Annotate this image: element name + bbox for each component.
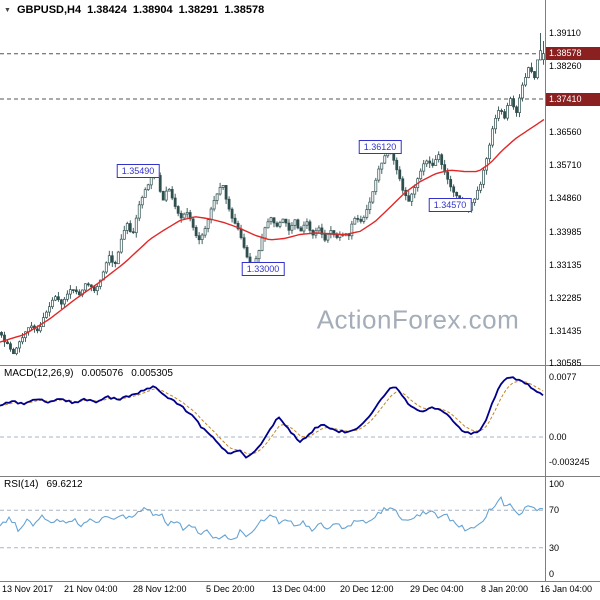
price-annotation[interactable]: 1.35490 bbox=[116, 163, 160, 178]
low-value: 1.38291 bbox=[178, 4, 219, 16]
rsi-value: 69.6212 bbox=[46, 479, 83, 490]
open-value: 1.38424 bbox=[87, 4, 127, 16]
macd-lines bbox=[0, 376, 544, 459]
price-level-lines bbox=[0, 53, 545, 100]
price-annotation[interactable]: 1.34570 bbox=[428, 198, 472, 212]
price-annotation[interactable]: 1.33000 bbox=[241, 262, 285, 277]
close-value: 1.38578 bbox=[224, 4, 265, 16]
price-annotation[interactable]: 1.36120 bbox=[358, 140, 402, 155]
indicator-gridlines bbox=[0, 436, 545, 549]
rsi-title: RSI(14) bbox=[4, 479, 39, 490]
symbol-timeframe-label: GBPUSD,H4 bbox=[16, 4, 82, 16]
symbol-header: ▼ GBPUSD,H4 1.38424 1.38904 1.38291 1.38… bbox=[4, 4, 264, 16]
macd-value-signal: 0.005305 bbox=[131, 368, 173, 379]
rsi-panel-label: RSI(14) 69.6212 bbox=[4, 479, 83, 490]
high-value: 1.38904 bbox=[132, 4, 173, 16]
macd-title: MACD(12,26,9) bbox=[4, 368, 74, 379]
rsi-line bbox=[0, 495, 544, 541]
panel-dividers bbox=[0, 0, 600, 582]
watermark: ActionForex.com bbox=[316, 304, 520, 335]
macd-value-main: 0.005076 bbox=[81, 368, 124, 379]
moving-average-line bbox=[0, 118, 545, 343]
macd-panel-label: MACD(12,26,9) 0.005076 0.005305 bbox=[4, 368, 173, 379]
chevron-down-icon[interactable]: ▼ bbox=[4, 6, 11, 14]
candlesticks bbox=[0, 33, 545, 356]
